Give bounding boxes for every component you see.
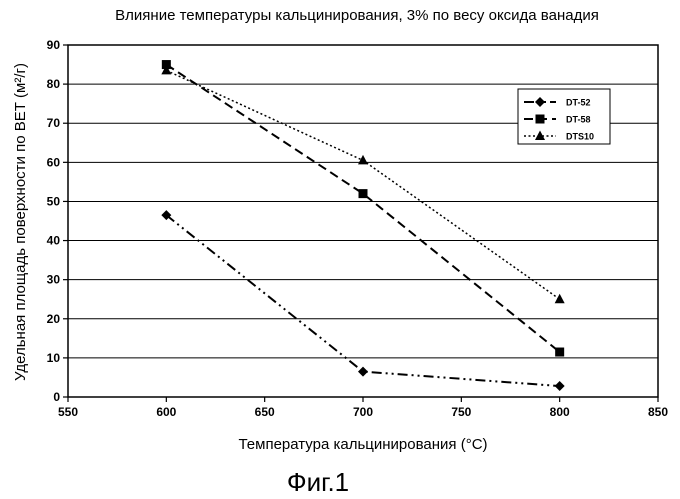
y-tick-label: 20: [47, 312, 61, 326]
y-axis-label: Удельная площадь поверхности по ВЕТ (м²/…: [12, 63, 29, 381]
figure-caption: Фиг.1: [287, 467, 349, 497]
y-tick-label: 80: [47, 77, 61, 91]
data-point-dt-52: [358, 367, 368, 377]
y-tick-label: 30: [47, 273, 61, 287]
legend-label-dt-52: DT-52: [566, 98, 591, 108]
legend-label-dt-58: DT-58: [566, 115, 591, 125]
series-line-dts10: [166, 70, 559, 299]
x-tick-label: 650: [255, 405, 275, 419]
legend-label-dts10: DTS10: [566, 132, 594, 142]
x-tick-label: 700: [353, 405, 373, 419]
y-tick-label: 10: [47, 351, 61, 365]
x-axis-label: Температура кальцинирования (°С): [238, 436, 487, 453]
x-tick-label: 750: [451, 405, 471, 419]
legend-box: [518, 89, 610, 144]
legend-marker-dt-58: [536, 115, 545, 124]
x-tick-label: 600: [156, 405, 176, 419]
y-tick-label: 90: [47, 38, 61, 52]
data-point-dt-58: [359, 189, 368, 198]
legend: DT-52 DT-58 DTS10: [518, 89, 610, 144]
data-point-dt-58: [555, 348, 564, 357]
data-point-dt-52: [555, 381, 565, 391]
y-tick-label: 50: [47, 194, 61, 208]
x-tick-label: 850: [648, 405, 668, 419]
data-points: [161, 60, 564, 391]
series-lines: [166, 65, 559, 386]
data-point-dts10: [555, 294, 565, 304]
y-tick-label: 0: [53, 390, 60, 404]
y-tick-label: 70: [47, 116, 61, 130]
y-tick-label: 40: [47, 234, 61, 248]
x-tick-label: 800: [550, 405, 570, 419]
y-tick-label: 60: [47, 155, 61, 169]
data-point-dts10: [358, 155, 368, 165]
chart-title: Влияние температуры кальцинирования, 3% …: [115, 7, 599, 24]
x-tick-label: 550: [58, 405, 78, 419]
series-line-dt-58: [166, 65, 559, 352]
